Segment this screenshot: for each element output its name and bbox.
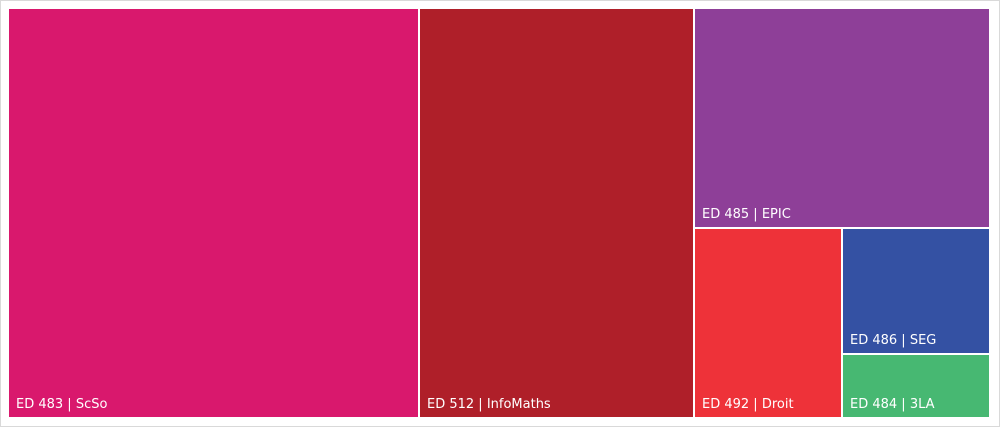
- tile-ed-492-droit[interactable]: [695, 229, 841, 417]
- tile-ed-485-epic[interactable]: [695, 9, 989, 227]
- tile-label-ed-485-epic: ED 485 | EPIC: [702, 207, 791, 222]
- tile-label-ed-483-scso: ED 483 | ScSo: [16, 397, 107, 412]
- tile-ed-486-seg[interactable]: [843, 229, 989, 353]
- tile-label-ed-492-droit: ED 492 | Droit: [702, 397, 794, 412]
- tile-ed-483-scso[interactable]: [9, 9, 418, 417]
- tile-ed-512-infomaths[interactable]: [420, 9, 693, 417]
- tile-label-ed-512-infomaths: ED 512 | InfoMaths: [427, 397, 551, 412]
- tile-label-ed-486-seg: ED 486 | SEG: [850, 333, 936, 348]
- tile-ed-484-3la[interactable]: [843, 355, 989, 417]
- tile-label-ed-484-3la: ED 484 | 3LA: [850, 397, 935, 412]
